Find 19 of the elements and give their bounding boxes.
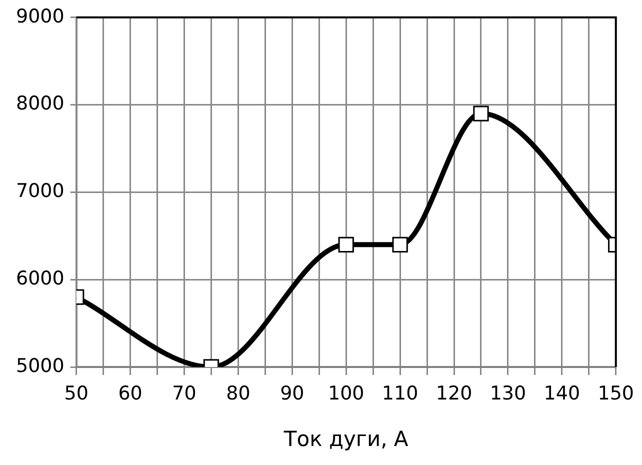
x-tick-label: 110 [382,382,418,404]
y-tick-label: 7000 [16,180,64,202]
x-tick-label: 150 [598,382,634,404]
y-tick-label: 8000 [16,92,64,115]
x-tick-label: 90 [280,382,304,404]
x-tick-label: 50 [64,382,88,404]
y-tick-label: 6000 [16,268,64,290]
y-tick-label: 5000 [16,354,64,377]
x-tick-label: 60 [118,382,142,404]
point [392,236,408,252]
x-tick-label: 100 [328,382,364,404]
point [338,236,354,252]
x-tick-label: 80 [226,382,250,404]
x-axis-title: Ток дуги, А [282,426,409,451]
x-tick-label: 130 [490,382,526,404]
y-tick-label: 9000 [16,5,64,28]
x-tick-label: 120 [436,382,472,404]
x-tick-label: 140 [544,382,580,404]
x-tick-label: 70 [172,382,196,404]
